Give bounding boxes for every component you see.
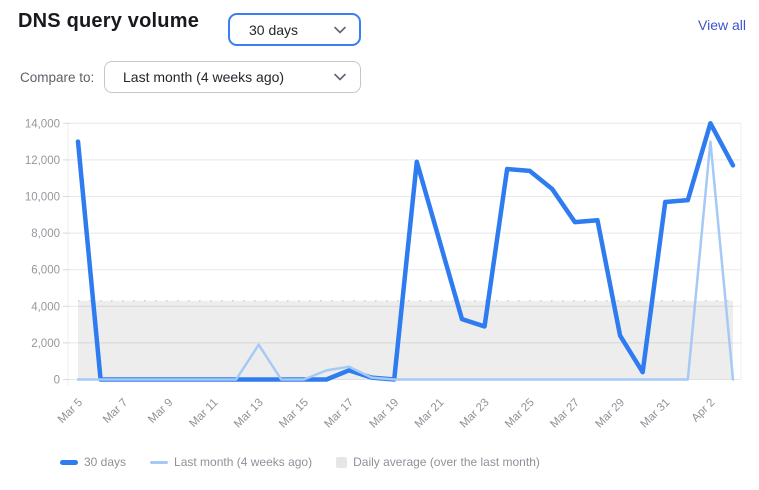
svg-text:2,000: 2,000 [31,338,60,350]
svg-text:Apr 2: Apr 2 [690,397,718,425]
svg-text:8,000: 8,000 [31,228,60,240]
thirty-days-line-swatch [60,459,78,465]
svg-text:Mar 27: Mar 27 [548,397,582,431]
svg-text:4,000: 4,000 [31,301,60,313]
svg-text:Mar 11: Mar 11 [187,397,220,430]
svg-text:Mar 5: Mar 5 [56,397,85,426]
daily-average-swatch [336,456,348,468]
svg-text:14,000: 14,000 [25,118,60,130]
compare-to-label: Compare to: [20,70,95,85]
svg-text:0: 0 [54,375,60,387]
svg-text:Mar 29: Mar 29 [593,397,627,431]
legend-item-last-month: Last month (4 weeks ago) [150,455,312,469]
svg-text:Mar 9: Mar 9 [146,397,175,426]
chevron-down-icon [334,73,346,81]
svg-text:Mar 17: Mar 17 [322,397,356,431]
svg-text:10,000: 10,000 [25,192,60,204]
last-month-line-swatch [150,460,169,464]
legend-label: Last month (4 weeks ago) [174,455,313,469]
svg-text:12,000: 12,000 [25,155,60,167]
compare-select[interactable]: Last month (4 weeks ago) [104,61,361,93]
view-all-link[interactable]: View all [698,17,746,33]
range-select-value: 30 days [249,21,299,38]
range-select[interactable]: 30 days [228,13,361,46]
legend-label: Daily average (over the last month) [353,455,540,469]
svg-text:Mar 31: Mar 31 [639,397,673,431]
svg-text:Mar 25: Mar 25 [503,397,537,431]
svg-text:Mar 7: Mar 7 [101,397,130,426]
svg-text:Mar 13: Mar 13 [232,397,266,431]
svg-text:Mar 15: Mar 15 [277,397,311,431]
svg-text:Mar 19: Mar 19 [368,397,402,431]
chart-legend: 30 days Last month (4 weeks ago) Daily a… [60,453,540,471]
legend-item-30-days: 30 days [60,455,126,469]
compare-select-value: Last month (4 weeks ago) [123,69,285,85]
svg-text:Mar 23: Mar 23 [458,397,492,431]
dns-query-volume-chart: 0 2,000 4,000 6,000 8,000 10,000 12,000 14,000 M… [25,118,742,431]
legend-item-daily-average: Daily average (over the last month) [336,455,540,469]
page-title: DNS query volume [18,10,200,32]
svg-text:Mar 21: Mar 21 [413,397,447,431]
svg-text:6,000: 6,000 [31,265,60,277]
legend-label: 30 days [84,455,127,469]
chevron-down-icon [334,26,346,33]
